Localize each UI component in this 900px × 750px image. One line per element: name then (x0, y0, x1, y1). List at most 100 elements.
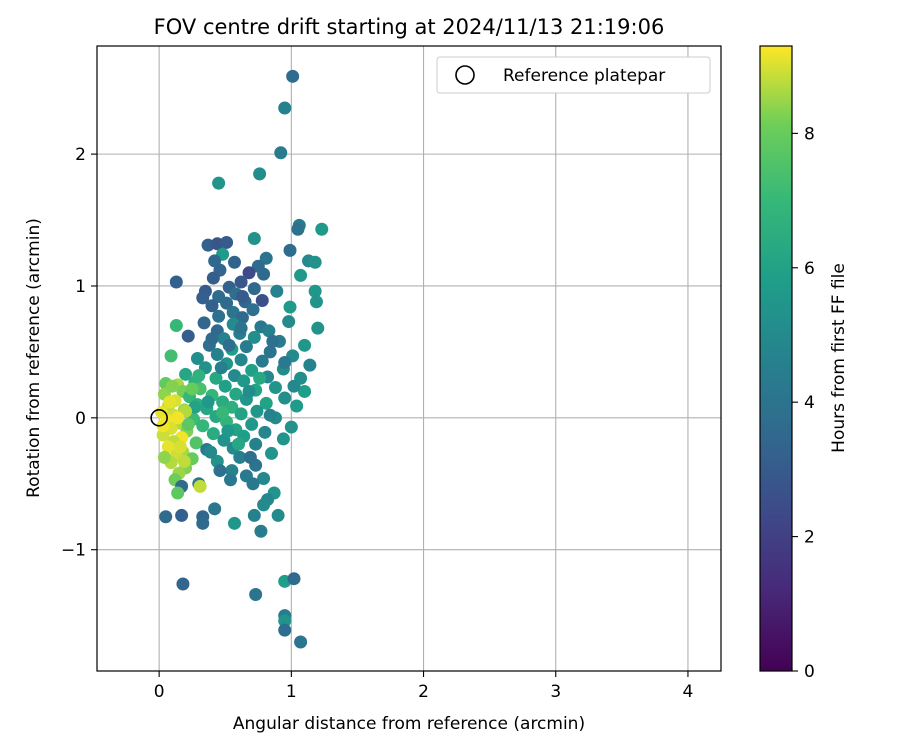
colorbar-tick-label: 6 (804, 259, 815, 279)
data-point (245, 363, 259, 377)
data-point (268, 381, 282, 395)
data-point (173, 440, 187, 454)
colorbar-gradient (759, 45, 793, 672)
data-point (315, 222, 329, 236)
data-point (234, 321, 248, 335)
data-point (193, 479, 207, 493)
colorbar: 0 2 4 6 8 Hours from first FF file (759, 45, 849, 682)
data-point (233, 450, 247, 464)
data-point (276, 432, 290, 446)
data-point (190, 352, 204, 365)
data-point (278, 614, 292, 628)
x-axis-ticks: 0 1 2 3 4 (154, 671, 694, 702)
data-point (169, 319, 183, 333)
data-point (259, 396, 273, 410)
data-point (247, 330, 261, 344)
data-point (257, 267, 271, 281)
data-point (157, 450, 171, 464)
y-axis-ticks: −1 0 1 2 (61, 145, 97, 561)
x-axis-label: Angular distance from reference (arcmin) (233, 714, 585, 734)
data-point (278, 391, 292, 405)
colorbar-label: Hours from first FF file (829, 263, 849, 453)
data-point (227, 516, 241, 530)
data-point (209, 371, 223, 385)
data-point (278, 101, 292, 115)
y-tick-label: 1 (75, 277, 86, 297)
data-point (259, 251, 273, 265)
data-point (169, 275, 183, 289)
data-point (263, 408, 277, 422)
data-point (298, 338, 312, 352)
data-point (309, 295, 323, 309)
data-point (258, 425, 272, 439)
data-point (257, 498, 271, 512)
data-point (171, 486, 185, 500)
data-point (265, 446, 279, 460)
data-point (181, 329, 195, 343)
y-tick-label: −1 (61, 541, 86, 561)
data-point (224, 473, 238, 487)
data-point (298, 384, 312, 398)
data-point (206, 271, 220, 285)
data-point (189, 436, 203, 450)
data-point (308, 284, 322, 298)
data-point (159, 510, 173, 524)
data-point (286, 69, 300, 83)
data-point (212, 176, 226, 190)
legend-marker-icon (455, 65, 475, 85)
data-point (206, 427, 220, 441)
data-point (213, 464, 227, 478)
data-point (311, 321, 325, 335)
legend-box (436, 56, 711, 94)
data-point (239, 340, 253, 354)
data-point (218, 379, 232, 393)
data-point (210, 348, 224, 362)
data-point (176, 577, 190, 591)
data-point (235, 311, 249, 325)
x-tick-label: 3 (550, 682, 561, 702)
data-point (242, 384, 256, 398)
x-tick-label: 2 (418, 682, 429, 702)
legend-entry: Reference platepar (503, 66, 665, 86)
data-point (197, 316, 211, 330)
data-point (196, 291, 210, 305)
colorbar-tick-label: 4 (804, 393, 815, 413)
data-point (249, 588, 263, 602)
data-point (263, 345, 277, 359)
chart-title: FOV centre drift starting at 2024/11/13 … (154, 15, 665, 39)
data-point (237, 374, 251, 388)
data-point (278, 623, 292, 637)
data-point (266, 334, 280, 348)
x-tick-label: 4 (683, 682, 694, 702)
data-point (164, 349, 178, 363)
data-point (222, 338, 236, 352)
data-point (249, 437, 263, 451)
data-point (282, 315, 296, 329)
data-point (163, 395, 177, 409)
data-point (246, 303, 260, 317)
data-point (294, 635, 308, 649)
data-point (274, 146, 288, 160)
data-point (250, 404, 264, 418)
data-point (262, 324, 276, 338)
data-point (208, 502, 222, 516)
data-point (257, 471, 271, 485)
data-point (214, 361, 228, 375)
y-tick-label: 2 (75, 145, 86, 165)
data-point (234, 353, 248, 367)
data-point (283, 300, 297, 314)
data-point (181, 417, 195, 431)
data-point (196, 516, 210, 530)
data-point (205, 332, 219, 346)
data-point (220, 296, 234, 310)
data-point (303, 358, 317, 372)
data-point (227, 255, 241, 269)
y-tick-label: 0 (75, 409, 86, 429)
data-point (271, 508, 285, 522)
data-point (247, 232, 261, 246)
data-point (156, 428, 170, 442)
data-point (220, 235, 234, 249)
data-point (179, 367, 193, 381)
data-point (247, 282, 261, 296)
